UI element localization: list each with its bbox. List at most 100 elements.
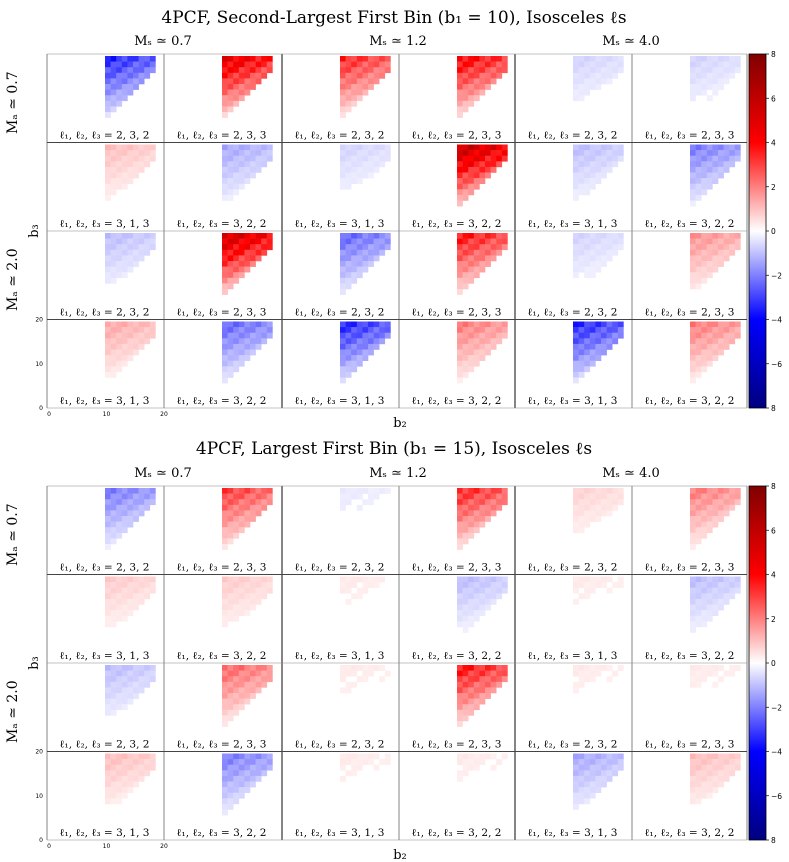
heatmap-cell [601,504,607,511]
heatmap-cell [127,266,134,273]
heatmap-cell [345,770,352,777]
heatmap-cell [578,321,585,328]
heatmap-cell [578,527,585,534]
heatmap-panel: ℓ₁, ℓ₂, ℓ₃ = 3, 2, 2 [399,319,514,408]
heatmap-cell [222,704,228,711]
heatmap-cell [384,144,391,151]
heatmap-cell [589,582,596,588]
heatmap-cell [345,249,352,256]
heatmap-cell [345,587,352,594]
panel-label: ℓ₁, ℓ₂, ℓ₃ = 2, 3, 3 [645,130,735,142]
heatmap-cell [468,95,475,102]
heatmap-cell [690,781,696,788]
heatmap-cell [133,249,139,256]
heatmap-cell [373,233,380,239]
heatmap-cell [468,161,475,168]
heatmap-cell [462,582,469,588]
heatmap-cell [261,67,268,74]
heatmap-cell [462,283,469,290]
heatmap-cell [706,510,713,517]
heatmap-cell [121,488,128,494]
heatmap-cell [595,261,602,267]
heatmap-cell [584,233,591,239]
heatmap-cell [121,787,128,793]
heatmap-cell [238,332,245,339]
heatmap-cell [701,261,708,267]
heatmap-cell [373,338,380,345]
heatmap-cell [379,338,386,345]
heatmap-cell [468,338,475,345]
heatmap-cell [368,84,374,90]
heatmap-cell [222,67,228,74]
heatmap-cell [573,255,579,262]
heatmap-cell [244,698,251,705]
heatmap-cell [734,150,741,156]
heatmap-cell [695,172,702,179]
heatmap-cell [144,321,151,328]
heatmap-panel: ℓ₁, ℓ₂, ℓ₃ = 2, 3, 3 [632,486,747,575]
heatmap-cell [133,67,139,74]
heatmap-cell [695,499,702,506]
heatmap-cell [485,670,491,677]
heatmap-cell [266,233,273,239]
heatmap-cell [110,621,117,628]
heatmap-cell [712,593,719,600]
heatmap-cell [362,89,369,96]
heatmap-cell [479,355,486,361]
heatmap-cell [573,332,579,339]
heatmap-cell [110,78,117,85]
heatmap-cell [695,792,702,799]
heatmap-cell [105,238,111,245]
heatmap-cell [351,249,358,256]
heatmap-cell [121,576,128,583]
heatmap-cell [222,803,228,810]
heatmap-cell [255,670,262,677]
heatmap-cell [706,787,713,793]
heatmap-cell [501,665,508,671]
heatmap-cell [718,665,724,671]
heatmap-cell [462,106,469,113]
panel-label: ℓ₁, ℓ₂, ℓ₃ = 3, 1, 3 [528,395,618,407]
heatmap-cell [127,610,134,616]
heatmap-cell [712,89,719,96]
heatmap-cell [690,200,696,207]
heatmap-cell [105,332,111,339]
heatmap-cell [729,753,736,760]
heatmap-cell [729,61,736,68]
heatmap-cell [384,150,391,156]
heatmap-cell [121,775,128,782]
heatmap-cell [138,488,145,494]
heatmap-cell [351,161,358,168]
heatmap-cell [227,582,234,588]
heatmap-cell [578,665,585,671]
heatmap-cell [479,155,486,162]
heatmap-cell [121,521,128,528]
heatmap-cell [233,499,240,506]
heatmap-cell [473,615,480,622]
heatmap-cell [734,332,741,339]
y-axis-label: b₃ [27,656,42,670]
heatmap-cell [690,183,696,190]
heatmap-cell [457,349,463,356]
heatmap-cell [485,488,491,494]
heatmap-cell [351,172,358,179]
heatmap-cell [244,665,251,671]
heatmap-cell [222,189,228,196]
heatmap-cell [490,166,497,173]
heatmap-cell [238,272,245,279]
heatmap-cell [110,233,117,239]
heatmap-cell [601,775,607,782]
heatmap-cell [606,78,613,85]
heatmap-cell [138,161,145,168]
heatmap-cell [573,349,579,356]
heatmap-cell [133,759,139,765]
heatmap-cell [457,249,463,256]
heatmap-cell [701,78,708,85]
heatmap-cell [227,615,234,622]
heatmap-cell [233,189,240,196]
colorbar-tick-label: 4 [771,571,776,580]
heatmap-cell [356,321,363,328]
heatmap-cell [462,183,469,190]
heatmap-cell [584,787,591,793]
heatmap-cell [379,321,386,328]
